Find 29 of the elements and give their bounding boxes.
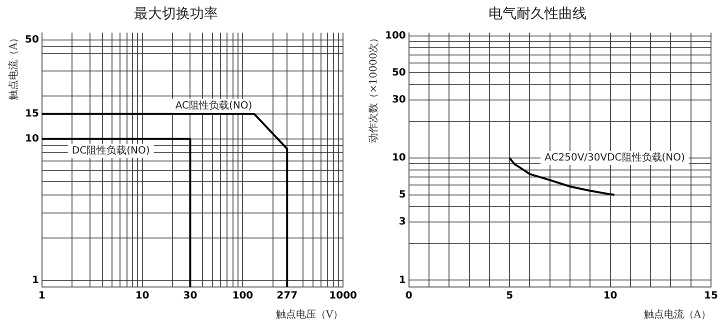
y-tick-label: 3 [398, 216, 406, 228]
x-tick-label: 1000 [329, 290, 358, 302]
x-axis-title: 触点电压（V） [276, 308, 344, 321]
y-axis-title: 动作次数（×10000次） [368, 32, 380, 144]
x-tick-label: 10 [135, 290, 150, 302]
y-tick-label: 10 [392, 152, 406, 164]
x-tick-label: 277 [276, 290, 298, 302]
x-tick-label: 10 [603, 290, 618, 302]
chart-title: 最大切换功率 [134, 6, 218, 22]
y-tick-label: 10 [24, 133, 39, 144]
x-tick-label: 100 [232, 290, 254, 302]
y-tick-label: 100 [385, 30, 406, 42]
chart-title: 电气耐久性曲线 [488, 6, 586, 22]
x-tick-label: 15 [704, 290, 718, 302]
x-tick-label: 30 [183, 290, 198, 302]
y-tick-label: 30 [392, 94, 406, 106]
y-axis-title: 触点电流（A） [8, 32, 20, 100]
x-tick-label: 0 [405, 290, 412, 302]
y-tick-label: 5 [398, 189, 406, 200]
y-tick-label: 15 [24, 108, 39, 120]
y-tick-label: 1 [398, 274, 406, 286]
y-tick-label: 50 [392, 67, 406, 78]
series-label: DC阻性负载(NO) [72, 144, 150, 156]
series-label: AC250V/30VDC阻性负载(NO) [544, 152, 686, 164]
x-axis-title: 触点电流（A） [644, 308, 711, 321]
y-tick-label: 1 [32, 275, 39, 286]
x-tick-label: 5 [506, 290, 514, 302]
series-label: AC阻性负载(NO) [175, 99, 252, 112]
y-tick-label: 50 [24, 34, 39, 46]
